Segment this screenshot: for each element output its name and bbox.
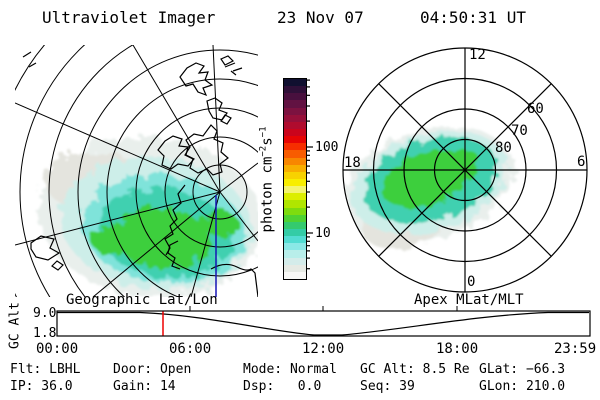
app-title: Ultraviolet Imager — [42, 8, 216, 27]
colorbar-band — [284, 178, 306, 187]
altitude-curve — [57, 311, 589, 336]
colorbar-band — [284, 221, 306, 229]
colorbar-band — [284, 157, 306, 165]
status-glon: GLon: 210.0 — [479, 379, 566, 394]
graticule-meridians — [15, 45, 258, 297]
strip-chart-hour-ticks — [189, 306, 458, 311]
aurora-blob-geographic — [38, 136, 258, 297]
altitude-strip-chart — [56, 306, 591, 337]
geographic-map-plot — [15, 45, 258, 297]
colorbar-band — [284, 107, 306, 115]
xtick-1800: 18:00 — [436, 341, 479, 357]
colorbar-band — [284, 93, 306, 101]
coastline — [22, 51, 258, 297]
colorbar-band — [284, 164, 306, 172]
left-plot-caption: Geographic Lat/Lon — [66, 292, 218, 308]
colorbar-band — [284, 264, 306, 272]
colorbar-band — [284, 250, 306, 258]
colorbar-band — [284, 236, 306, 244]
title-time: 04:50:31 UT — [420, 8, 526, 27]
title-date: 23 Nov 07 — [277, 8, 364, 27]
mlat-label-80: 80 — [495, 140, 512, 156]
status-door: Door: Open — [113, 362, 192, 377]
colorbar-band — [284, 136, 306, 144]
aurora-blob-apex — [344, 126, 514, 249]
colorbar-tick-100: 100 — [315, 140, 339, 155]
status-seq: Seq: 39 — [360, 379, 415, 394]
mlt-spokes — [343, 48, 587, 292]
status-glat: GLat: −66.3 — [479, 362, 566, 377]
colorbar-band — [284, 128, 306, 137]
colorbar-band — [284, 171, 306, 179]
apex-polar-plot: 12 18 6 0 80 70 60 — [342, 47, 588, 293]
ytick-9: 9.0 — [33, 306, 57, 321]
colorbar-band — [284, 186, 306, 194]
xtick-0600: 06:00 — [169, 341, 212, 357]
mlat-label-70: 70 — [511, 123, 528, 139]
status-flt: Flt: LBHL — [10, 362, 81, 377]
status-gain: Gain: 14 — [113, 379, 176, 394]
xtick-0000: 00:00 — [36, 341, 79, 357]
colorbar-band — [284, 86, 306, 94]
colorbar-band — [284, 228, 306, 237]
mlt-label-6: 6 — [577, 154, 585, 170]
colorbar-tick-10: 10 — [315, 226, 331, 241]
mlt-label-18: 18 — [344, 155, 361, 171]
strip-ylabel: GC Alt — [7, 302, 23, 349]
xtick-1200: 12:00 — [302, 341, 345, 357]
xtick-2359: 23:59 — [554, 341, 597, 357]
colorbar-band — [284, 114, 306, 122]
colorbar-band — [284, 207, 306, 215]
colorbar-band — [284, 150, 306, 158]
status-ip: IP: 36.0 — [10, 379, 73, 394]
colorbar-band — [284, 243, 306, 251]
colorbar-band — [284, 143, 306, 151]
colorbar — [283, 78, 307, 280]
colorbar-band — [284, 271, 306, 279]
status-dsp: Dsp: 0.0 — [243, 379, 322, 394]
mlt-label-0: 0 — [467, 274, 475, 290]
mlat-label-60: 60 — [527, 101, 544, 117]
colorbar-band — [284, 100, 306, 108]
colorbar-band — [284, 200, 306, 208]
colorbar-band — [284, 121, 306, 129]
colorbar-band — [284, 79, 306, 87]
colorbar-band — [284, 214, 306, 222]
colorbar-unit-label: photon cm−2s−1 — [258, 126, 276, 233]
ytick-1.8: 1.8 — [33, 326, 57, 341]
colorbar-band — [284, 257, 306, 265]
mlt-label-12: 12 — [469, 47, 486, 63]
right-plot-caption: Apex MLat/MLT — [414, 292, 524, 308]
colorbar-ticks — [306, 79, 313, 270]
status-gcalt: GC Alt: 8.5 Re — [360, 362, 470, 377]
colorbar-band — [284, 193, 306, 201]
status-mode: Mode: Normal — [243, 362, 337, 377]
